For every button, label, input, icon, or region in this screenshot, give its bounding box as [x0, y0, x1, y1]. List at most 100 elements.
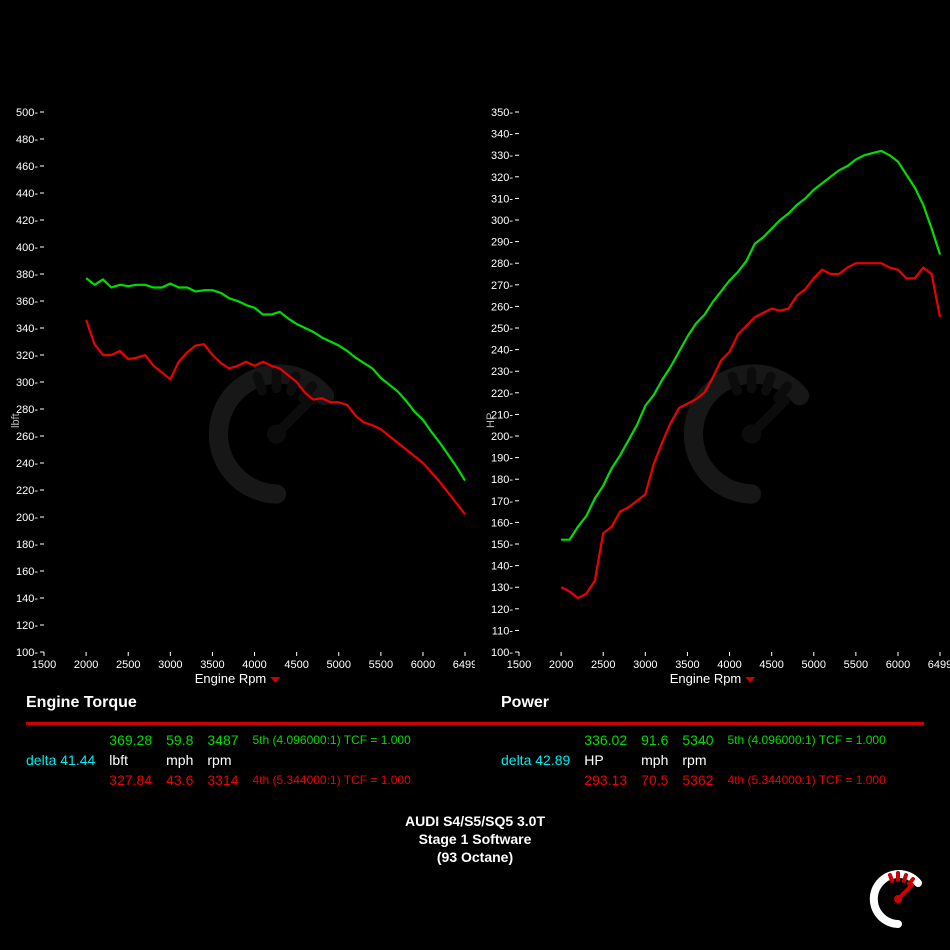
- caption: AUDI S4/S5/SQ5 3.0T Stage 1 Software (93…: [0, 812, 950, 867]
- power-tuned-val: 336.02: [584, 730, 641, 750]
- svg-text:2000: 2000: [74, 659, 98, 671]
- svg-text:290-: 290-: [491, 237, 513, 249]
- torque-rpm-col: rpm: [207, 750, 252, 770]
- torque-mph-col: mph: [166, 750, 207, 770]
- power-tuned-rpm: 5340: [682, 730, 727, 750]
- svg-text:110-: 110-: [492, 625, 514, 637]
- svg-text:6499: 6499: [453, 659, 475, 671]
- torque-stock-rpm: 3314: [207, 770, 252, 790]
- power-stats: 336.02 91.6 5340 5th (4.096000:1) TCF = …: [475, 730, 950, 790]
- svg-text:270-: 270-: [491, 280, 513, 292]
- power-unit-col: HP: [584, 750, 641, 770]
- svg-text:140-: 140-: [491, 561, 513, 573]
- svg-text:140-: 140-: [16, 593, 38, 605]
- svg-text:340-: 340-: [16, 323, 38, 335]
- svg-text:350-: 350-: [491, 108, 513, 119]
- torque-chart-title: Engine Torque: [0, 694, 475, 720]
- svg-text:130-: 130-: [491, 582, 513, 594]
- svg-text:240-: 240-: [491, 345, 513, 357]
- caption-line2: Stage 1 Software: [0, 830, 950, 848]
- power-stock-gear: 4th (5.344000:1) TCF = 1.000: [728, 770, 900, 790]
- svg-text:260-: 260-: [491, 301, 513, 313]
- svg-text:3000: 3000: [158, 659, 182, 671]
- power-x-axis-label: Engine Rpm: [670, 671, 742, 686]
- svg-text:360-: 360-: [16, 296, 38, 308]
- power-tuned-gear: 5th (4.096000:1) TCF = 1.000: [728, 730, 900, 750]
- chart-row: 100- 120- 140- 160- 180- 200- 220- 240- 260- 280-…: [0, 108, 950, 688]
- svg-text:340-: 340-: [491, 129, 513, 141]
- svg-text:6000: 6000: [886, 659, 910, 671]
- svg-text:180-: 180-: [491, 474, 513, 486]
- svg-text:6499: 6499: [928, 659, 950, 671]
- power-chart: 100- 110- 120- 130- 140- 150- 160- 170- 180- 190-…: [475, 108, 950, 688]
- torque-tuned-val: 369.28: [109, 730, 166, 750]
- svg-text:200-: 200-: [491, 431, 513, 443]
- torque-tuned-mph: 59.8: [166, 730, 207, 750]
- power-stock-val: 293.13: [584, 770, 641, 790]
- torque-y-axis-title: lbft: [10, 413, 22, 428]
- svg-text:420-: 420-: [16, 215, 38, 227]
- svg-text:120-: 120-: [16, 620, 38, 632]
- svg-text:330-: 330-: [491, 150, 513, 162]
- power-x-axis-dropdown[interactable]: Engine Rpm: [670, 671, 756, 686]
- power-tuned-mph: 91.6: [641, 730, 682, 750]
- power-y-axis-title: HP: [485, 413, 497, 428]
- svg-text:320-: 320-: [491, 172, 513, 184]
- torque-chart: 100-120-140-160-180-200-220-240-260-280-…: [0, 108, 475, 688]
- power-delta-value: 42.89: [535, 752, 570, 768]
- svg-text:320-: 320-: [16, 350, 38, 362]
- svg-text:4000: 4000: [717, 659, 741, 671]
- dropdown-icon: [270, 677, 280, 683]
- svg-text:160-: 160-: [491, 517, 513, 529]
- svg-text:310-: 310-: [491, 193, 513, 205]
- svg-text:4000: 4000: [242, 659, 266, 671]
- power-delta-label: delta: [501, 752, 531, 768]
- svg-text:220-: 220-: [491, 388, 513, 400]
- separator-line: [26, 722, 924, 725]
- svg-text:1500: 1500: [32, 659, 56, 671]
- torque-delta-label: delta: [26, 752, 56, 768]
- torque-x-axis-dropdown[interactable]: Engine Rpm: [195, 671, 281, 686]
- svg-text:100-: 100-: [16, 647, 38, 659]
- svg-text:5000: 5000: [802, 659, 826, 671]
- dropdown-icon: [745, 677, 755, 683]
- svg-text:240-: 240-: [16, 458, 38, 470]
- svg-text:460-: 460-: [16, 161, 38, 173]
- svg-text:280-: 280-: [491, 258, 513, 270]
- svg-text:300-: 300-: [491, 215, 513, 227]
- svg-text:120-: 120-: [491, 604, 513, 616]
- svg-text:5000: 5000: [327, 659, 351, 671]
- svg-text:5500: 5500: [369, 659, 393, 671]
- svg-text:180-: 180-: [16, 539, 38, 551]
- torque-stock-val: 327.84: [109, 770, 166, 790]
- svg-text:190-: 190-: [491, 453, 513, 465]
- power-rpm-col: rpm: [682, 750, 727, 770]
- torque-stock-gear: 4th (5.344000:1) TCF = 1.000: [253, 770, 425, 790]
- svg-text:170-: 170-: [491, 496, 513, 508]
- svg-text:5500: 5500: [844, 659, 868, 671]
- power-stock-mph: 70.5: [641, 770, 682, 790]
- svg-text:480-: 480-: [16, 134, 38, 146]
- torque-tuned-rpm: 3487: [207, 730, 252, 750]
- svg-text:4500: 4500: [759, 659, 783, 671]
- svg-text:4500: 4500: [284, 659, 308, 671]
- svg-text:6000: 6000: [411, 659, 435, 671]
- svg-text:400-: 400-: [16, 242, 38, 254]
- svg-text:150-: 150-: [491, 539, 513, 551]
- torque-delta-value: 41.44: [60, 752, 95, 768]
- torque-stock-mph: 43.6: [166, 770, 207, 790]
- svg-text:260-: 260-: [16, 431, 38, 443]
- svg-text:3000: 3000: [633, 659, 657, 671]
- svg-text:160-: 160-: [16, 566, 38, 578]
- svg-text:2500: 2500: [116, 659, 140, 671]
- svg-text:3500: 3500: [675, 659, 699, 671]
- svg-text:500-: 500-: [16, 108, 38, 119]
- torque-unit-col: lbft: [109, 750, 166, 770]
- svg-text:250-: 250-: [491, 323, 513, 335]
- power-mph-col: mph: [641, 750, 682, 770]
- svg-text:100-: 100-: [491, 647, 513, 659]
- svg-text:2500: 2500: [591, 659, 615, 671]
- data-table-row: 369.28 59.8 3487 5th (4.096000:1) TCF = …: [0, 730, 950, 790]
- caption-line3: (93 Octane): [0, 848, 950, 866]
- svg-text:230-: 230-: [491, 366, 513, 378]
